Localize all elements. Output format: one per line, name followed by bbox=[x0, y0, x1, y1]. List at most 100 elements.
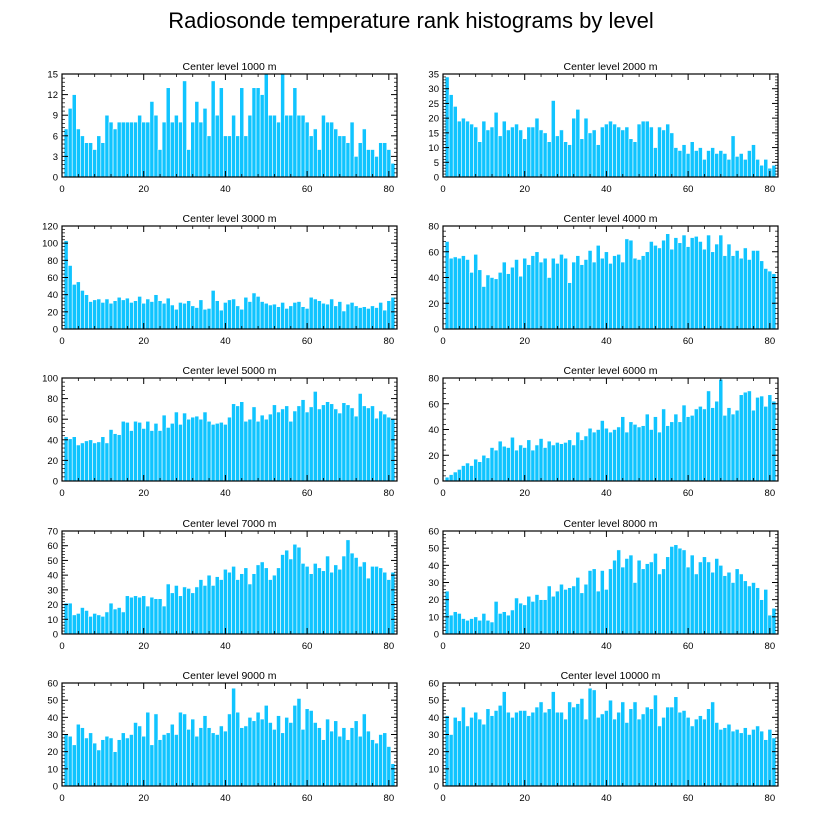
histogram-bar bbox=[104, 611, 110, 635]
histogram-bar bbox=[677, 242, 683, 330]
x-tick-label: 60 bbox=[302, 488, 313, 499]
histogram-bar bbox=[272, 729, 277, 787]
histogram-bar bbox=[304, 566, 310, 635]
histogram-bar bbox=[169, 423, 175, 482]
histogram-bar bbox=[559, 583, 564, 635]
histogram-bar bbox=[116, 739, 122, 787]
histogram-bar bbox=[333, 564, 339, 635]
histogram-bar bbox=[534, 706, 540, 787]
histogram-bar bbox=[120, 299, 126, 330]
y-tick-label: 80 bbox=[47, 394, 58, 405]
histogram-bar bbox=[218, 579, 224, 635]
x-tick-label: 20 bbox=[519, 488, 530, 499]
y-tick-label: 0 bbox=[53, 325, 58, 336]
histogram-bar bbox=[366, 730, 371, 787]
histogram-bar bbox=[632, 582, 638, 635]
histogram-bar bbox=[345, 142, 351, 178]
histogram-bar bbox=[653, 553, 658, 635]
histogram-bar bbox=[120, 420, 126, 482]
histogram-bar bbox=[738, 732, 744, 787]
histogram-bar bbox=[263, 418, 269, 482]
x-tick-label: 80 bbox=[384, 641, 395, 652]
histogram-bar bbox=[734, 156, 740, 178]
histogram-bar bbox=[125, 421, 130, 482]
histogram-bar bbox=[198, 121, 204, 178]
histogram-bar bbox=[321, 570, 326, 635]
histogram-bar bbox=[510, 266, 515, 330]
y-tick-label: 0 bbox=[53, 630, 58, 641]
histogram-bar bbox=[571, 585, 577, 635]
histogram-bar bbox=[710, 571, 715, 635]
histogram-bar bbox=[514, 259, 519, 330]
histogram-bar bbox=[706, 561, 711, 635]
histogram-bar bbox=[501, 445, 507, 482]
histogram-bar bbox=[104, 114, 110, 178]
histogram-bar bbox=[698, 715, 703, 787]
histogram-bar bbox=[268, 304, 273, 330]
histogram-bar bbox=[312, 722, 318, 787]
histogram-bar bbox=[632, 701, 638, 787]
histogram-bar bbox=[153, 423, 159, 482]
histogram-bar bbox=[563, 589, 568, 635]
histogram-bar bbox=[239, 87, 245, 178]
histogram-bar bbox=[206, 420, 212, 482]
histogram-bar bbox=[133, 420, 138, 482]
histogram-bar bbox=[693, 718, 699, 787]
x-tick-label: 0 bbox=[59, 336, 64, 347]
histogram-bar bbox=[763, 159, 769, 178]
histogram-bar bbox=[165, 87, 171, 178]
histogram-bar bbox=[218, 87, 224, 178]
histogram-bar bbox=[263, 705, 269, 787]
histogram-bar bbox=[284, 114, 290, 178]
histogram-bar bbox=[628, 239, 634, 330]
histogram-bar bbox=[120, 611, 126, 635]
histogram-bar bbox=[571, 706, 577, 787]
histogram-bar bbox=[456, 257, 462, 330]
histogram-bar bbox=[461, 465, 466, 482]
y-tick-label: 120 bbox=[42, 222, 58, 233]
figure-title: Radiosonde temperature rank histograms b… bbox=[168, 8, 654, 33]
histogram-bar bbox=[730, 582, 736, 635]
histogram-bar bbox=[263, 302, 269, 330]
histogram-bar bbox=[689, 725, 695, 787]
histogram-bar bbox=[174, 734, 179, 787]
histogram-bar bbox=[759, 730, 765, 787]
histogram-bar bbox=[649, 241, 654, 330]
histogram-bar bbox=[153, 114, 159, 178]
histogram-bar bbox=[514, 123, 519, 178]
histogram-bar bbox=[518, 275, 523, 330]
x-tick-label: 20 bbox=[138, 641, 149, 652]
histogram-bar bbox=[186, 729, 191, 787]
histogram-bar bbox=[591, 261, 597, 330]
histogram-bar bbox=[526, 595, 532, 635]
y-tick-label: 0 bbox=[434, 782, 439, 793]
histogram-bar bbox=[624, 238, 630, 330]
histogram-bar bbox=[317, 567, 322, 635]
histogram-bar bbox=[386, 579, 392, 635]
histogram-bar bbox=[390, 571, 396, 635]
histogram-bar bbox=[681, 404, 687, 482]
histogram-bar bbox=[693, 150, 699, 178]
histogram-bar bbox=[469, 717, 474, 787]
histogram-bar bbox=[104, 298, 110, 330]
histogram-bar bbox=[469, 465, 474, 482]
histogram-bar bbox=[710, 147, 715, 178]
histogram-bar bbox=[182, 80, 187, 178]
histogram-bar bbox=[390, 296, 396, 330]
histogram-bar bbox=[591, 689, 597, 787]
histogram-bar bbox=[206, 135, 212, 178]
histogram-bar bbox=[321, 114, 326, 178]
histogram-bar bbox=[161, 121, 167, 178]
histogram-bar bbox=[296, 405, 302, 482]
histogram-bar bbox=[145, 121, 151, 178]
histogram-bar bbox=[604, 123, 609, 178]
y-tick-label: 0 bbox=[53, 782, 58, 793]
x-tick-label: 20 bbox=[138, 488, 149, 499]
histogram-bar bbox=[96, 135, 102, 178]
y-tick-label: 100 bbox=[42, 239, 58, 250]
histogram-bar bbox=[276, 715, 281, 787]
histogram-bar bbox=[243, 725, 249, 787]
histogram-bar bbox=[620, 566, 626, 635]
histogram-bar bbox=[308, 135, 314, 178]
y-tick-label: 10 bbox=[428, 612, 439, 623]
